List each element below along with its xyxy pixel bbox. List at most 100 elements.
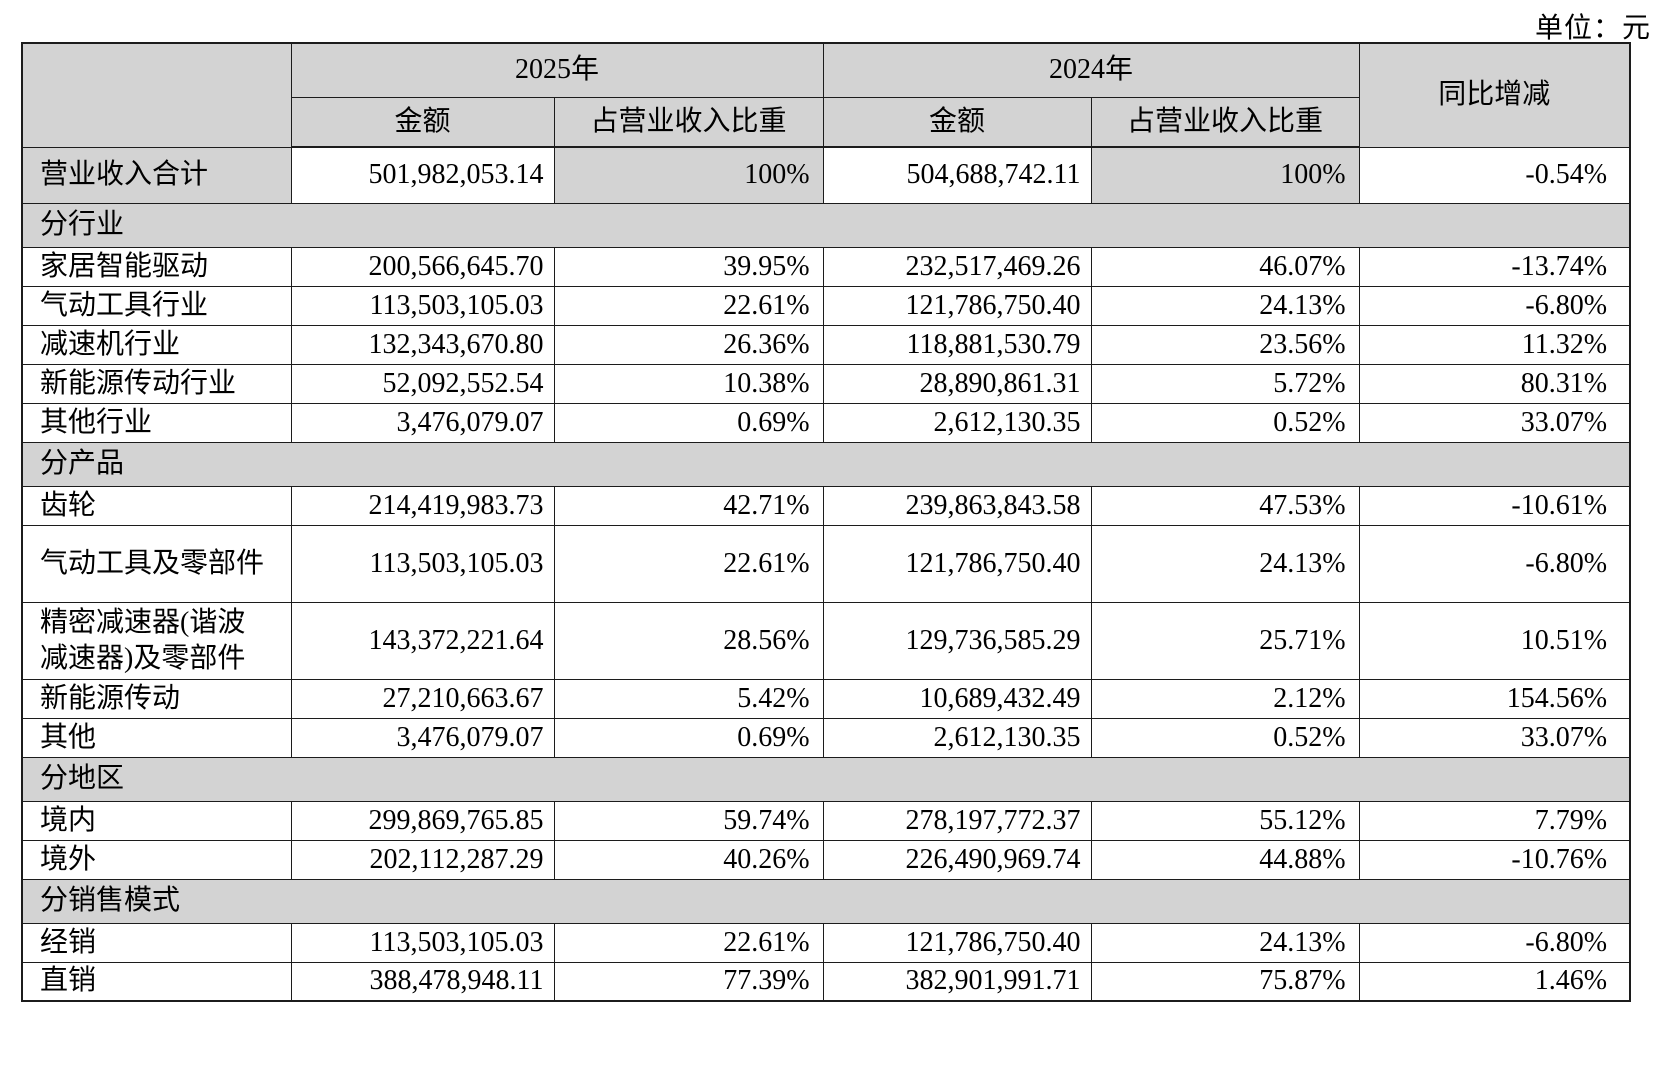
row-label: 其他行业 [21,402,292,443]
share-2024: 100% [1090,146,1360,204]
amount-2024: 118,881,530.79 [822,324,1092,365]
amount-2025: 113,503,105.03 [290,922,555,963]
share-2024: 23.56% [1090,324,1360,365]
header-2025-amount: 金额 [290,96,555,148]
table-row: 其他行业 3,476,079.07 0.69% 2,612,130.35 0.52% 33… [21,402,1631,443]
row-label: 新能源传动行业 [21,363,292,404]
section-header-row: 分产品 [21,441,1631,487]
amount-2025: 52,092,552.54 [290,363,555,404]
row-label: 气动工具行业 [21,285,292,326]
share-2024: 46.07% [1090,246,1360,287]
row-label: 新能源传动 [21,678,292,719]
amount-2025: 132,343,670.80 [290,324,555,365]
table-row: 其他 3,476,079.07 0.69% 2,612,130.35 0.52% 33.0… [21,717,1631,758]
row-label: 减速机行业 [21,324,292,365]
header-row-years: 2025年 2024年 同比增减 [21,42,1631,148]
amount-2025: 113,503,105.03 [290,285,555,326]
table-row: 减速机行业 132,343,670.80 26.36% 118,881,530.79 2… [21,324,1631,365]
yoy-change: 154.56% [1358,678,1631,719]
row-label: 境内 [21,800,292,841]
header-year-2025: 2025年 [290,42,824,98]
yoy-change: 1.46% [1358,961,1631,1002]
section-header-row: 分地区 [21,756,1631,802]
table-row: 精密减速器(谐波减速器)及零部件 143,372,221.64 28.56% 129,… [21,601,1631,680]
amount-2025: 27,210,663.67 [290,678,555,719]
share-2025: 28.56% [553,601,824,680]
share-2025: 100% [553,146,824,204]
share-2024: 2.12% [1090,678,1360,719]
amount-2025: 388,478,948.11 [290,961,555,1002]
yoy-change: 7.79% [1358,800,1631,841]
amount-2024: 121,786,750.40 [822,285,1092,326]
yoy-change: -10.61% [1358,485,1631,526]
share-2025: 0.69% [553,717,824,758]
yoy-change: -6.80% [1358,922,1631,963]
share-2024: 5.72% [1090,363,1360,404]
amount-2024: 226,490,969.74 [822,839,1092,880]
yoy-change: -13.74% [1358,246,1631,287]
amount-2025: 143,372,221.64 [290,601,555,680]
share-2025: 0.69% [553,402,824,443]
table-row: 气动工具行业 113,503,105.03 22.61% 121,786,750.40… [21,285,1631,326]
yoy-change: 11.32% [1358,324,1631,365]
section-title: 分行业 [21,202,1631,248]
table-row: 境内 299,869,765.85 59.74% 278,197,772.37 55.1… [21,800,1631,841]
row-label: 其他 [21,717,292,758]
amount-2024: 382,901,991.71 [822,961,1092,1002]
share-2024: 0.52% [1090,717,1360,758]
table-row: 齿轮 214,419,983.73 42.71% 239,863,843.58 47.5… [21,485,1631,526]
row-label: 直销 [21,961,292,1002]
amount-2024: 121,786,750.40 [822,524,1092,603]
yoy-change: -10.76% [1358,839,1631,880]
share-2025: 22.61% [553,922,824,963]
unit-label: 单位：元 [1534,13,1651,44]
amount-2025: 200,566,645.70 [290,246,555,287]
row-label: 气动工具及零部件 [21,524,292,603]
revenue-breakdown-table: 2025年 2024年 同比增减 金额 占营业收入比重 金额 占营业收入比重 营… [21,42,1632,1002]
share-2025: 10.38% [553,363,824,404]
section-title: 分产品 [21,441,1631,487]
row-label: 境外 [21,839,292,880]
share-2025: 22.61% [553,524,824,603]
share-2025: 39.95% [553,246,824,287]
yoy-change: -0.54% [1358,146,1631,204]
share-2024: 24.13% [1090,922,1360,963]
share-2024: 44.88% [1090,839,1360,880]
share-2025: 26.36% [553,324,824,365]
amount-2025: 3,476,079.07 [290,402,555,443]
share-2025: 77.39% [553,961,824,1002]
yoy-change: -6.80% [1358,285,1631,326]
header-2025-share: 占营业收入比重 [553,96,824,148]
table-row: 家居智能驱动 200,566,645.70 39.95% 232,517,469.26… [21,246,1631,287]
amount-2025: 214,419,983.73 [290,485,555,526]
header-blank-cell [21,42,292,148]
yoy-change: 33.07% [1358,717,1631,758]
header-row-measures: 金额 占营业收入比重 金额 占营业收入比重 [22,96,1630,148]
header-year-2024: 2024年 [822,42,1360,98]
yoy-change: 10.51% [1358,601,1631,680]
table-row: 直销 388,478,948.11 77.39% 382,901,991.71 75.8… [21,961,1631,1002]
amount-2025: 113,503,105.03 [290,524,555,603]
header-2024-amount: 金额 [822,96,1092,148]
table-row: 境外 202,112,287.29 40.26% 226,490,969.74 44.8… [21,839,1631,880]
section-header-row: 分行业 [21,202,1631,248]
total-revenue-row: 营业收入合计 501,982,053.14 100% 504,688,742.11 10… [21,146,1631,204]
amount-2024: 129,736,585.29 [822,601,1092,680]
amount-2024: 121,786,750.40 [822,922,1092,963]
header-2024-share: 占营业收入比重 [1090,96,1360,148]
share-2024: 24.13% [1090,285,1360,326]
amount-2024: 232,517,469.26 [822,246,1092,287]
share-2024: 0.52% [1090,402,1360,443]
table-row: 经销 113,503,105.03 22.61% 121,786,750.40 24.1… [21,922,1631,963]
row-label: 精密减速器(谐波减速器)及零部件 [21,601,292,680]
yoy-change: 33.07% [1358,402,1631,443]
amount-2025: 202,112,287.29 [290,839,555,880]
section-header-row: 分销售模式 [21,878,1631,924]
share-2024: 55.12% [1090,800,1360,841]
row-label: 营业收入合计 [21,146,292,204]
share-2025: 42.71% [553,485,824,526]
share-2024: 75.87% [1090,961,1360,1002]
header-yoy-change: 同比增减 [1358,42,1631,148]
row-label: 家居智能驱动 [21,246,292,287]
section-title: 分地区 [21,756,1631,802]
